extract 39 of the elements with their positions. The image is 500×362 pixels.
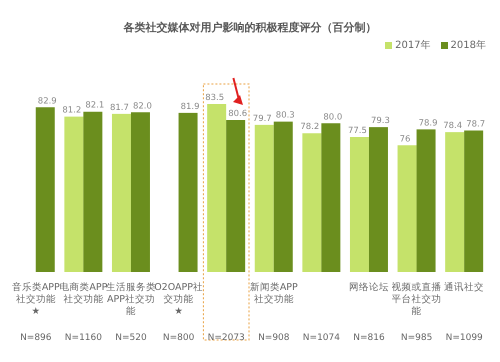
- text: N=1074: [302, 333, 340, 343]
- x-tick-label: 生活服务类APP社交功能: [106, 282, 156, 318]
- data-label: 80.3: [276, 110, 295, 121]
- data-label: 81.2: [62, 106, 82, 116]
- data-label: 80.6: [228, 108, 248, 119]
- text: N=2073: [208, 333, 245, 343]
- text: N=985: [400, 333, 432, 343]
- text: N=908: [258, 333, 290, 343]
- legend-label: 2018年: [450, 39, 486, 52]
- data-label: 79.7: [252, 114, 272, 124]
- data-label: 83.5: [205, 93, 224, 103]
- data-label: 82.1: [85, 100, 104, 111]
- data-label: 81.9: [180, 102, 200, 112]
- x-tick-label: 电商类APP社交功能: [59, 282, 108, 306]
- text: N=896: [20, 333, 52, 343]
- x-tick-label: 音乐类APP社交功能 ★: [10, 282, 60, 318]
- text: N=1099: [446, 333, 484, 343]
- text: N=1160: [64, 333, 102, 343]
- x-tick-label: 新闻类APP社交功能: [248, 282, 299, 306]
- data-label: 81.7: [110, 102, 129, 113]
- legend-label: 2017年: [394, 39, 431, 52]
- data-label: 76: [400, 134, 410, 144]
- data-label: 78.2: [300, 122, 320, 132]
- text: N=520: [115, 333, 147, 343]
- data-label: 79.3: [370, 116, 390, 126]
- x-tick-label: 网络论坛: [349, 282, 389, 293]
- x-tick-label: 通讯社交: [444, 282, 484, 293]
- x-tick-label: 视频或直播平台社交功能: [392, 282, 442, 318]
- x-tick-label: O2OAPP社交功能 ★: [154, 282, 204, 318]
- chart-title: 各类社交媒体对用户影响的积极程度评分（百分制）: [122, 20, 378, 35]
- text: N=816: [353, 333, 385, 343]
- data-label: 82.9: [38, 96, 57, 106]
- data-label: 77.5: [348, 126, 367, 136]
- text: N=800: [162, 333, 195, 343]
- data-label: 78.9: [418, 118, 438, 128]
- data-label: 82.0: [132, 101, 152, 112]
- data-label: 80.0: [323, 112, 342, 122]
- data-label: 78.4: [443, 121, 462, 132]
- data-label: 78.7: [466, 119, 486, 130]
